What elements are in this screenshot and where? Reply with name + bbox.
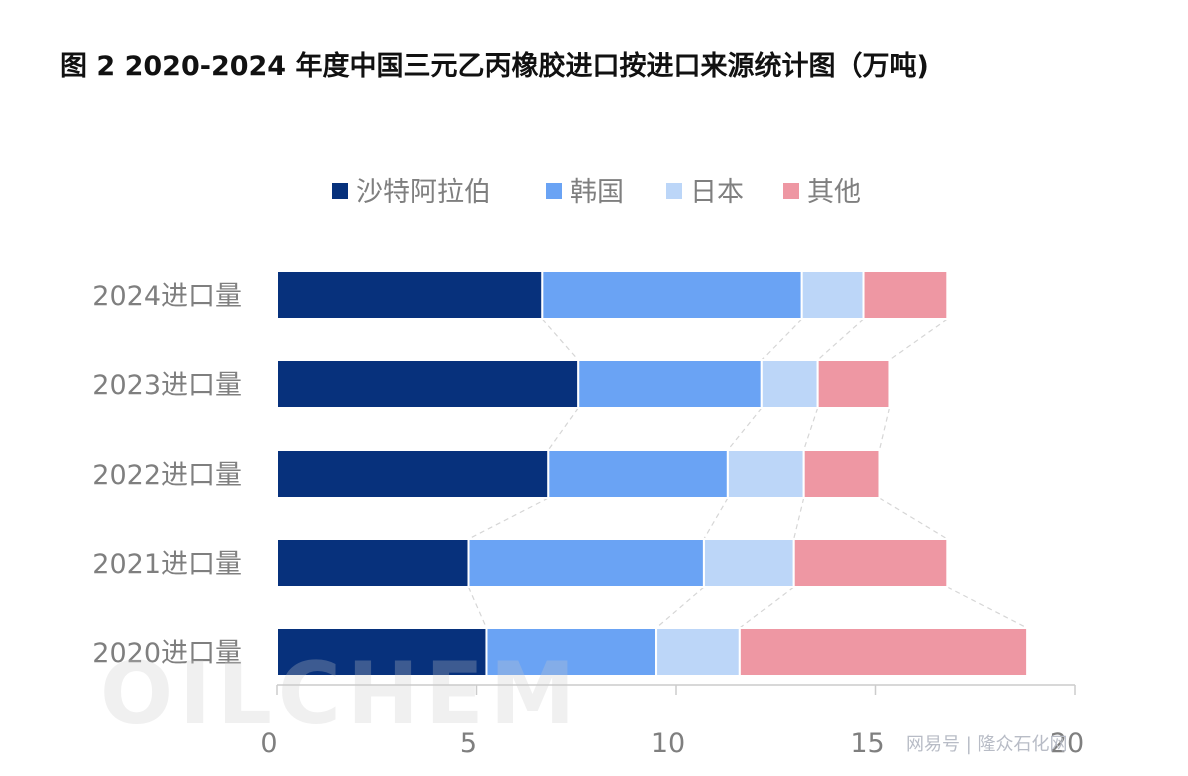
- connector-line: [703, 497, 729, 540]
- legend-label: 其他: [807, 177, 861, 208]
- legend-swatch: [332, 183, 348, 199]
- connector-line: [878, 407, 891, 451]
- connector-line: [817, 318, 864, 361]
- bar-segment: [485, 627, 658, 677]
- connector-line: [739, 586, 795, 629]
- connector-lines: [467, 318, 1028, 629]
- bar-segment: [760, 359, 819, 409]
- connector-line: [467, 586, 488, 629]
- x-tick-label: 0: [260, 728, 277, 759]
- bar-segment: [702, 538, 795, 588]
- connector-line: [541, 318, 579, 361]
- bar-segment: [467, 538, 705, 588]
- bar-segment: [276, 449, 550, 499]
- category-label: 2022进口量: [92, 460, 242, 491]
- connector-line: [889, 318, 948, 361]
- category-label: 2023进口量: [92, 370, 242, 401]
- bar-segment: [800, 270, 865, 320]
- legend-swatch: [666, 183, 682, 199]
- bar-segment: [276, 538, 470, 588]
- connector-line: [879, 497, 948, 540]
- legend-label: 沙特阿拉伯: [356, 177, 491, 208]
- connector-line: [793, 497, 805, 540]
- watermark-credit: 网易号 | 隆众石化网: [906, 734, 1068, 755]
- x-tick-label: 5: [460, 728, 477, 759]
- legend-label: 日本: [690, 177, 744, 208]
- bar-segment: [541, 270, 803, 320]
- connector-line: [761, 318, 803, 361]
- bar-segment: [577, 359, 763, 409]
- legend-label: 韩国: [570, 177, 624, 208]
- connector-line: [547, 407, 579, 451]
- bar-segment: [655, 627, 741, 677]
- category-label: 2020进口量: [92, 638, 242, 669]
- x-axis: 0 5 10 15 20: [260, 684, 1084, 759]
- category-label: 2021进口量: [92, 549, 242, 580]
- bar-segment: [726, 449, 805, 499]
- connector-line: [803, 407, 819, 451]
- category-label: 2024进口量: [92, 281, 242, 312]
- connector-line: [727, 407, 763, 451]
- bar-series: [276, 270, 1029, 677]
- legend-swatch: [546, 183, 562, 199]
- bar-segment: [276, 359, 580, 409]
- connector-line: [947, 586, 1028, 629]
- legend-swatch: [783, 183, 799, 199]
- page-title: 图 2 2020-2024 年度中国三元乙丙橡胶进口按进口来源统计图（万吨): [60, 51, 929, 82]
- bar-segment: [816, 359, 891, 409]
- bar-segment: [276, 270, 544, 320]
- bar-segment: [862, 270, 949, 320]
- x-tick-label: 20: [1050, 728, 1084, 759]
- connector-line: [655, 586, 705, 629]
- x-tick-label: 15: [850, 728, 884, 759]
- bar-segment: [547, 449, 729, 499]
- legend: 沙特阿拉伯 韩国 日本 其他: [332, 177, 861, 208]
- bar-segment: [738, 627, 1029, 677]
- connector-line: [468, 497, 549, 540]
- watermark-logo: OILCHEM: [100, 644, 582, 744]
- x-tick-label: 10: [651, 728, 685, 759]
- category-labels: 2024进口量 2023进口量 2022进口量 2021进口量 2020进口量: [92, 281, 242, 669]
- bar-segment: [792, 538, 949, 588]
- bar-segment: [802, 449, 881, 499]
